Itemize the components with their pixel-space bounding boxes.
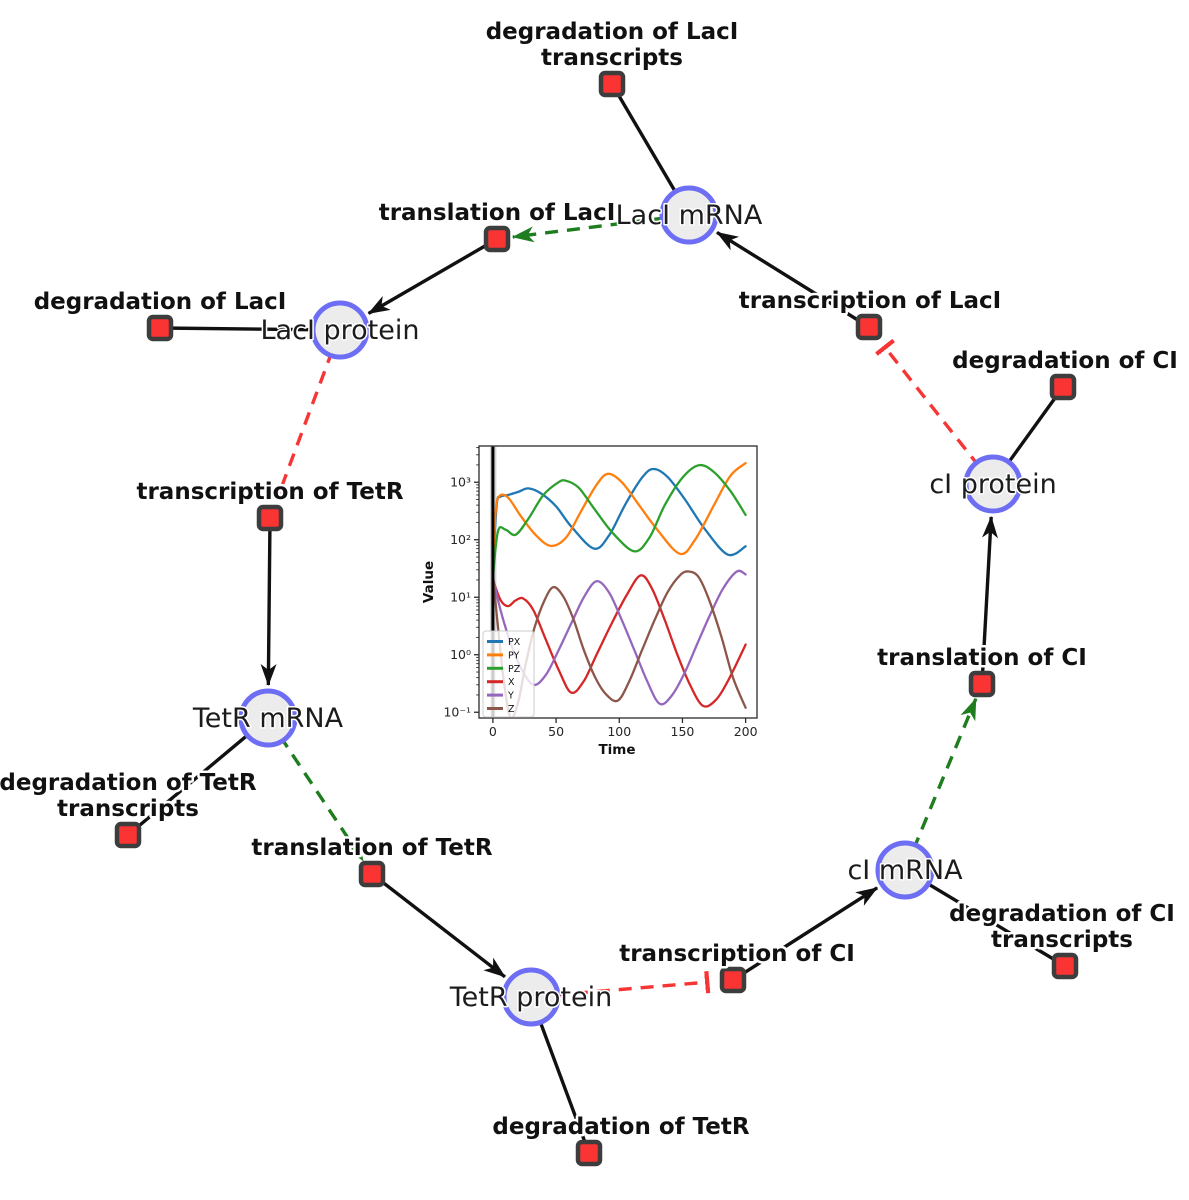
x-tick-label: 0: [489, 724, 497, 739]
reaction-node-deg_laci: [146, 314, 174, 342]
reaction-square-transc_laci: [855, 313, 883, 341]
reaction-label-deg_laci_tx-line1: transcripts: [541, 45, 683, 71]
x-tick-label: 100: [607, 724, 631, 739]
legend-label-PZ: PZ: [508, 664, 521, 675]
species-node-laci_protein: [310, 300, 370, 360]
reaction-square-deg_tetr: [575, 1139, 603, 1167]
series-line-X: [491, 574, 747, 708]
species-circle-tetr_mrna: [238, 688, 298, 748]
reaction-label-deg_ci_tx-line1: transcripts: [991, 927, 1133, 953]
reaction-square-transl_ci: [968, 670, 996, 698]
reaction-square-transl_tetr: [358, 860, 386, 888]
reaction-node-deg_tetr_tx: [114, 821, 142, 849]
species-label-ci_protein: cI protein: [929, 469, 1056, 500]
reaction-node-transl_ci: [968, 670, 996, 698]
labels-layer: degradation of LacItranscriptstranslatio…: [0, 17, 1180, 1143]
reaction-label-transl_tetr-line0: translation of TetR: [251, 835, 492, 861]
reaction-label-deg_tetr_tx-line1: transcripts: [57, 796, 199, 822]
legend-label-Z: Z: [508, 704, 515, 715]
reaction-node-deg_tetr: [575, 1139, 603, 1167]
reaction-node-deg_ci_tx: [1051, 952, 1079, 980]
legend-label-PX: PX: [508, 637, 521, 648]
species-node-ci_protein: [963, 454, 1023, 514]
reaction-label-transl_laci-line0: translation of LacI: [379, 200, 616, 226]
reaction-square-deg_tetr_tx: [114, 821, 142, 849]
legend-label-Y: Y: [507, 691, 514, 702]
reaction-label-transc_ci-line0: transcription of CI: [619, 941, 855, 967]
species-label-tetr_mrna: TetR mRNA: [192, 703, 344, 734]
edge-production-transc_tetr-tetr_mrna: [260, 517, 277, 687]
edge-production-transl_laci-laci_protein: [367, 237, 498, 315]
legend-label-PY: PY: [508, 650, 520, 661]
x-tick-label: 200: [734, 724, 758, 739]
edge-consumption-deg_ci_tx-ci_mrna: [904, 868, 1066, 968]
species-node-tetr_protein: [501, 967, 561, 1027]
reaction-label-transc_tetr-line0: transcription of TetR: [136, 479, 403, 505]
y-tick-label: 10⁰: [450, 647, 471, 662]
species-label-laci_mrna: LacI mRNA: [616, 200, 763, 231]
reaction-node-transl_tetr: [358, 860, 386, 888]
y-tick-label: 10²: [450, 532, 471, 547]
species-node-tetr_mrna: [238, 688, 298, 748]
species-label-ci_mrna: cI mRNA: [847, 855, 963, 886]
species-node-ci_mrna: [875, 840, 935, 900]
edge-production-transl_ci-ci_protein: [980, 515, 999, 685]
y-tick-label: 10¹: [450, 590, 471, 605]
reaction-square-deg_laci: [146, 314, 174, 342]
species-label-laci_protein: LacI protein: [261, 315, 420, 346]
edge-production-transc_ci-ci_mrna: [732, 886, 879, 982]
edge-consumption-deg_laci-laci_protein: [159, 326, 341, 332]
reaction-node-deg_ci: [1049, 373, 1077, 401]
series-line-PY: [491, 461, 747, 576]
edge-consumption-deg_tetr_tx-tetr_mrna: [126, 716, 270, 837]
reaction-label-deg_laci_tx-line0: degradation of LacI: [486, 19, 739, 45]
species-circle-ci_mrna: [875, 840, 935, 900]
edge-modifier-laci_mrna-transl_laci: [511, 213, 690, 243]
reaction-label-transl_ci-line0: translation of CI: [877, 645, 1087, 671]
species-circle-laci_protein: [310, 300, 370, 360]
y-tick-label: 10⁻¹: [443, 705, 471, 720]
x-tick-label: 150: [671, 724, 695, 739]
edge-production-transc_laci-laci_mrna: [716, 230, 870, 329]
edge-production-transl_tetr-tetr_protein: [370, 872, 506, 979]
edges-layer: [126, 83, 1066, 1154]
reaction-node-transc_ci: [719, 966, 747, 994]
reaction-node-transc_tetr: [256, 504, 284, 532]
x-axis-label: Time: [598, 742, 635, 758]
reaction-square-deg_ci_tx: [1051, 952, 1079, 980]
reaction-square-transl_laci: [483, 225, 511, 253]
species-label-tetr_protein: TetR protein: [449, 982, 612, 1013]
y-axis-label: Value: [421, 561, 437, 603]
reaction-square-deg_laci_tx: [598, 70, 626, 98]
reaction-node-transl_laci: [483, 225, 511, 253]
edge-modifier-ci_mrna-transl_ci: [903, 697, 978, 871]
reaction-label-transc_laci-line0: transcription of LacI: [739, 288, 1002, 314]
reaction-label-deg_laci-line0: degradation of LacI: [34, 289, 287, 315]
reaction-square-deg_ci: [1049, 373, 1077, 401]
reaction-node-transc_laci: [855, 313, 883, 341]
series-line-PX: [491, 467, 747, 571]
reaction-square-transc_ci: [719, 966, 747, 994]
x-tick-label: 50: [548, 724, 564, 739]
reaction-square-transc_tetr: [256, 504, 284, 532]
reaction-label-deg_tetr-line0: degradation of TetR: [492, 1114, 749, 1140]
species-circle-tetr_protein: [501, 967, 561, 1027]
series-line-PZ: [491, 463, 747, 579]
time-series-chart: 0 50 100 150 20010³10²10¹10⁰10⁻¹TimeValuePXP…: [421, 445, 758, 758]
species-circle-laci_mrna: [659, 185, 719, 245]
legend-label-X: X: [508, 677, 515, 688]
nodes-layer: [114, 70, 1079, 1167]
legend: PX PY PZ XYZ: [482, 630, 535, 718]
reaction-label-deg_ci_tx-line0: degradation of CI: [949, 901, 1175, 927]
plot-frame: [478, 445, 758, 719]
reaction-label-deg_tetr_tx-line0: degradation of TetR: [0, 770, 257, 796]
reaction-label-deg_ci-line0: degradation of CI: [952, 348, 1178, 374]
species-node-laci_mrna: [659, 185, 719, 245]
reaction-node-deg_laci_tx: [598, 70, 626, 98]
y-tick-label: 10³: [450, 475, 471, 490]
species-circle-ci_protein: [963, 454, 1023, 514]
